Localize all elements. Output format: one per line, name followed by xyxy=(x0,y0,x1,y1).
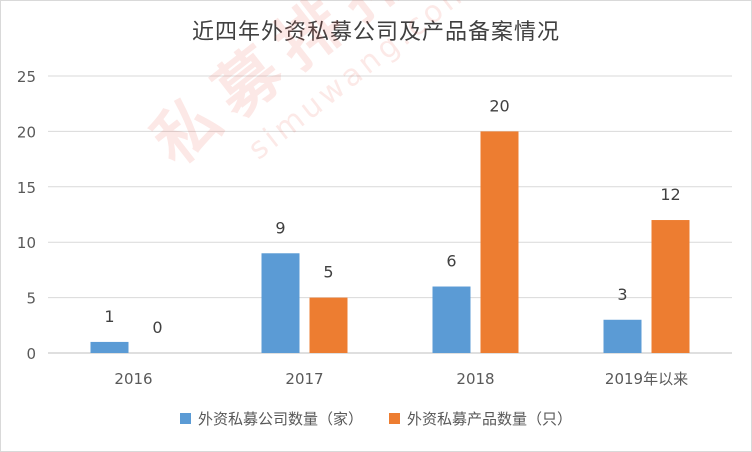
bar-products xyxy=(651,220,690,353)
x-tick-label: 2017 xyxy=(285,370,323,388)
data-label: 0 xyxy=(152,318,162,337)
bar-companies xyxy=(603,319,642,353)
legend-label-companies: 外资私募公司数量（家） xyxy=(197,410,363,428)
legend-label-products: 外资私募产品数量（只） xyxy=(407,410,573,428)
legend-swatch-companies xyxy=(179,413,191,424)
chart-title: 近四年外资私募公司及产品备案情况 xyxy=(191,20,560,45)
y-tick-label: 20 xyxy=(17,123,36,141)
legend-item-companies: 外资私募公司数量（家） xyxy=(179,408,363,429)
data-label: 20 xyxy=(489,96,509,115)
data-label: 1 xyxy=(104,307,114,326)
x-tick-label: 2018 xyxy=(456,370,494,388)
data-label: 9 xyxy=(275,218,285,237)
y-tick-label: 0 xyxy=(26,345,36,363)
legend-swatch-products xyxy=(389,413,400,424)
bar-companies xyxy=(90,341,129,353)
bar-companies xyxy=(432,286,471,353)
y-tick-label: 10 xyxy=(17,234,36,252)
legend-item-products: 外资私募产品数量（只） xyxy=(389,408,572,429)
bar-products xyxy=(309,297,348,353)
legend: 外资私募公司数量（家） 外资私募产品数量（只） xyxy=(0,408,752,429)
y-tick-label: 5 xyxy=(26,290,36,308)
y-tick-label: 25 xyxy=(17,68,36,86)
bar-companies xyxy=(261,253,300,353)
data-label: 3 xyxy=(617,285,627,304)
data-label: 12 xyxy=(660,185,680,204)
data-label: 6 xyxy=(446,252,456,271)
bar-products xyxy=(480,131,519,353)
data-label: 5 xyxy=(323,263,333,282)
x-tick-label: 2019年以来 xyxy=(605,370,688,388)
y-tick-label: 15 xyxy=(17,179,36,197)
x-tick-label: 2016 xyxy=(114,370,152,388)
